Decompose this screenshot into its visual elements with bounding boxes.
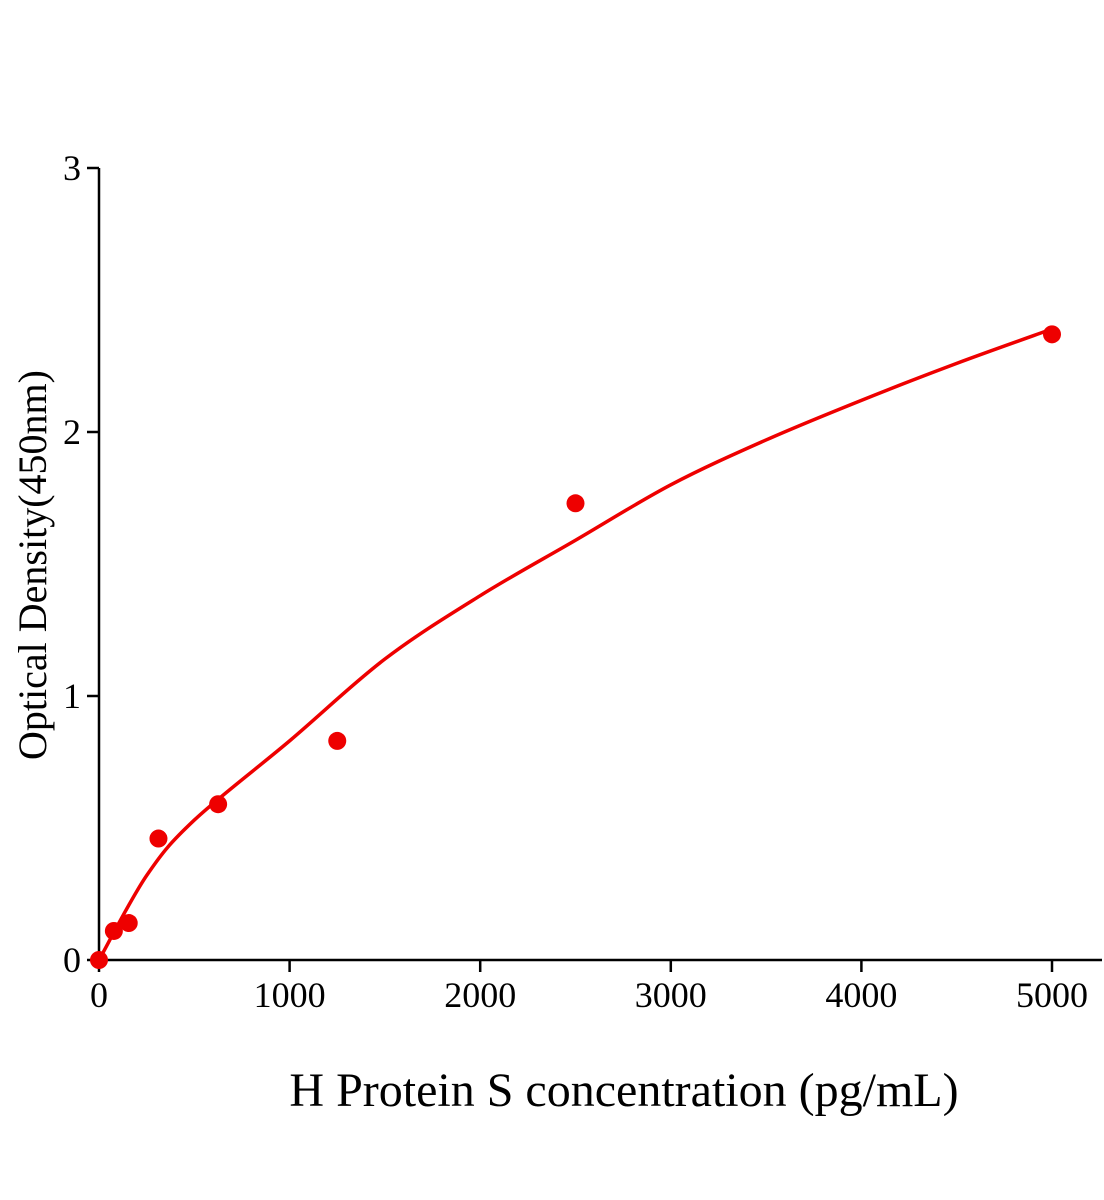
- axes: 0 1000 2000 3000 4000 5000 0 1 2 3: [63, 148, 1102, 1015]
- y-tick-label: 3: [63, 148, 81, 188]
- x-tick-label: 5000: [1016, 975, 1088, 1015]
- data-point: [566, 494, 585, 513]
- fit-curve: [97, 327, 1053, 961]
- y-tick-label: 2: [63, 412, 81, 452]
- data-point: [1043, 325, 1061, 344]
- data-point: [119, 914, 138, 933]
- y-axis-label: Optical Density(450nm): [10, 370, 55, 760]
- y-tick-label: 0: [63, 940, 81, 980]
- y-tick-label: 1: [63, 676, 81, 716]
- x-tick-label: 0: [90, 975, 108, 1015]
- x-axis-label: H Protein S concentration (pg/mL): [289, 1064, 958, 1117]
- x-tick-label: 4000: [825, 975, 897, 1015]
- data-point: [90, 951, 108, 969]
- data-points: [90, 325, 1061, 969]
- data-point: [149, 829, 168, 848]
- x-tick-label: 1000: [254, 975, 326, 1015]
- x-tick-label: 3000: [635, 975, 707, 1015]
- data-point: [328, 731, 347, 750]
- x-tick-label: 2000: [444, 975, 516, 1015]
- data-point: [104, 921, 123, 940]
- data-point: [209, 795, 228, 814]
